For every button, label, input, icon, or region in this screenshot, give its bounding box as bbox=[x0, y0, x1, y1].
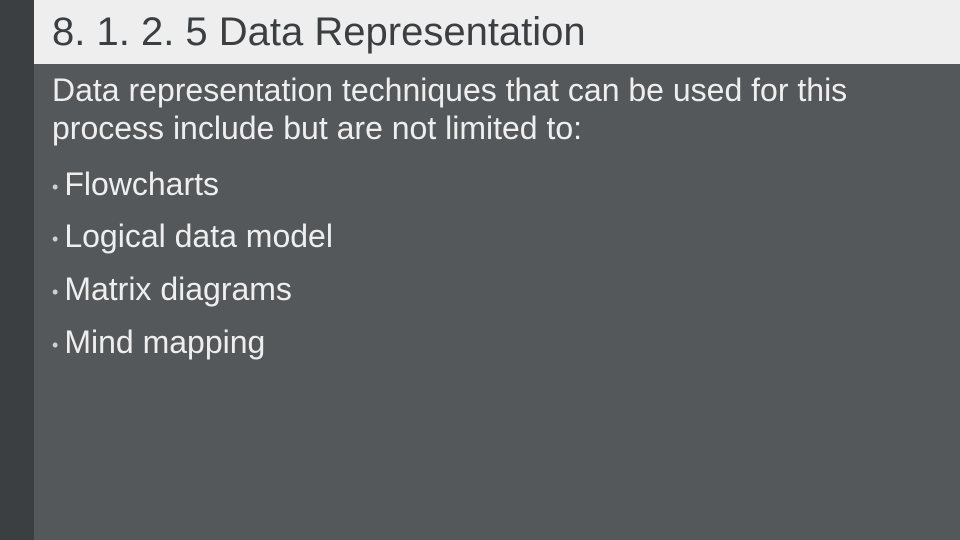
bullet-icon: • bbox=[52, 335, 58, 356]
title-band: 8. 1. 2. 5 Data Representation bbox=[34, 0, 960, 64]
list-item: • Flowcharts bbox=[52, 166, 940, 203]
bullet-label: Logical data model bbox=[64, 218, 333, 255]
bullet-list: • Flowcharts • Logical data model • Matr… bbox=[52, 166, 940, 361]
bullet-label: Flowcharts bbox=[64, 166, 219, 203]
bullet-label: Mind mapping bbox=[64, 324, 265, 361]
list-item: • Logical data model bbox=[52, 218, 940, 255]
left-sidebar bbox=[0, 0, 34, 540]
bullet-icon: • bbox=[52, 177, 58, 198]
intro-text: Data representation techniques that can … bbox=[52, 72, 940, 148]
list-item: • Mind mapping bbox=[52, 324, 940, 361]
slide-body: Data representation techniques that can … bbox=[34, 64, 960, 361]
slide-main: 8. 1. 2. 5 Data Representation Data repr… bbox=[34, 0, 960, 540]
bullet-label: Matrix diagrams bbox=[64, 271, 292, 308]
bullet-icon: • bbox=[52, 282, 58, 303]
bullet-icon: • bbox=[52, 229, 58, 250]
slide-title: 8. 1. 2. 5 Data Representation bbox=[52, 10, 942, 54]
list-item: • Matrix diagrams bbox=[52, 271, 940, 308]
